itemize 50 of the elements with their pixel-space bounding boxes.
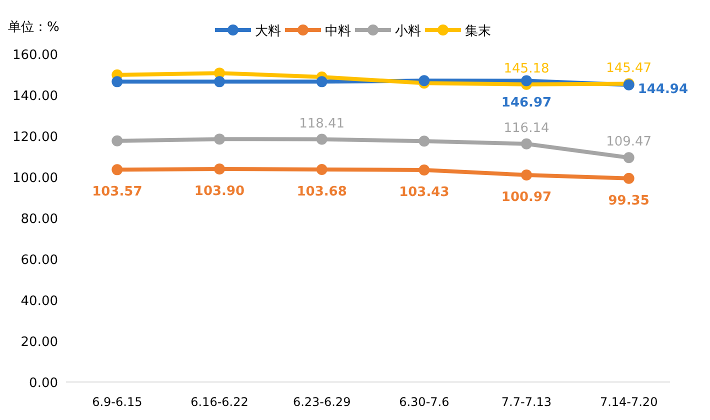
point xyxy=(521,75,532,86)
data-label: 145.47 xyxy=(606,60,652,76)
point xyxy=(623,172,634,184)
data-label: 116.14 xyxy=(504,120,550,136)
data-label: 118.41 xyxy=(299,116,345,132)
point xyxy=(521,138,532,150)
y-tick-label: 100.00 xyxy=(12,171,58,186)
y-tick-label: 80.00 xyxy=(20,212,58,227)
point xyxy=(623,152,634,164)
data-label: 146.97 xyxy=(501,96,552,111)
legend-label: 大料 xyxy=(255,24,281,39)
point xyxy=(418,75,430,86)
y-tick-label: 160.00 xyxy=(12,48,58,63)
data-label: 100.97 xyxy=(501,190,552,206)
point xyxy=(316,134,328,145)
x-tick-label: 6.23-6.29 xyxy=(292,395,351,409)
point xyxy=(418,136,430,147)
point xyxy=(316,76,328,88)
data-label: 103.90 xyxy=(194,184,245,200)
x-tick-label: 6.16-6.22 xyxy=(190,395,248,409)
x-tick-label: 7.7-7.13 xyxy=(501,395,552,409)
data-label: 103.68 xyxy=(296,184,347,200)
point xyxy=(112,164,123,176)
y-tick-label: 20.00 xyxy=(20,335,58,350)
y-tick-label: 140.00 xyxy=(12,89,58,104)
point xyxy=(112,76,123,88)
point xyxy=(521,170,532,181)
point xyxy=(214,164,225,175)
data-label: 144.94 xyxy=(638,82,688,97)
point xyxy=(214,76,225,88)
data-label: 145.18 xyxy=(504,61,550,76)
data-label: 103.57 xyxy=(92,184,142,200)
point xyxy=(418,164,430,176)
legend-label: 集末 xyxy=(465,24,491,39)
y-tick-label: 120.00 xyxy=(12,130,58,145)
legend-label: 小料 xyxy=(395,24,421,39)
data-label: 109.47 xyxy=(606,134,652,150)
x-tick-label: 7.14-7.20 xyxy=(600,395,658,409)
y-tick-label: 40.00 xyxy=(20,294,58,309)
y-tick-label: 0.00 xyxy=(29,376,58,391)
y-tick-label: 60.00 xyxy=(20,253,58,268)
point xyxy=(316,164,328,175)
x-tick-label: 6.9-6.15 xyxy=(92,395,142,409)
point xyxy=(112,135,123,146)
data-label: 99.35 xyxy=(608,193,650,208)
y-axis-title: 单位：% xyxy=(8,20,60,35)
x-tick-label: 6.30-7.6 xyxy=(399,395,450,409)
data-label: 103.43 xyxy=(399,184,450,200)
point xyxy=(214,134,225,145)
legend-label: 中料 xyxy=(325,24,351,39)
